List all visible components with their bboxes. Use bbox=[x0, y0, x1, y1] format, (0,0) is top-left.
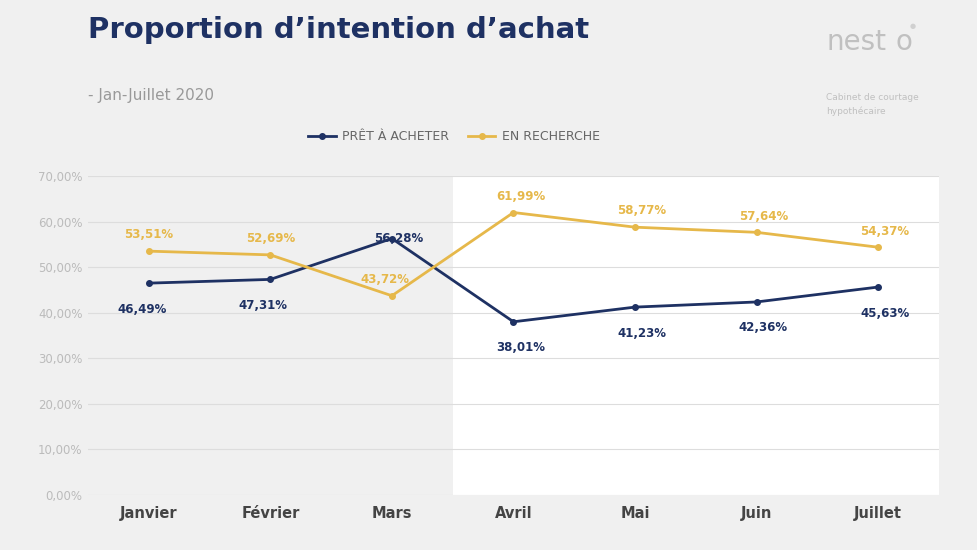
Text: 54,37%: 54,37% bbox=[860, 224, 909, 238]
EN RECHERCHE bbox=[264, 251, 276, 258]
Line: EN RECHERCHE: EN RECHERCHE bbox=[146, 210, 880, 299]
Text: 42,36%: 42,36% bbox=[739, 321, 787, 334]
Legend: PRÊT À ACHETER, EN RECHERCHE: PRÊT À ACHETER, EN RECHERCHE bbox=[303, 125, 604, 148]
Line: PRÊT À ACHETER: PRÊT À ACHETER bbox=[146, 236, 880, 324]
Text: 41,23%: 41,23% bbox=[616, 327, 665, 339]
Text: 47,31%: 47,31% bbox=[238, 299, 287, 312]
PRÊT À ACHETER bbox=[264, 276, 276, 283]
Text: 58,77%: 58,77% bbox=[616, 205, 666, 217]
EN RECHERCHE bbox=[143, 248, 154, 255]
EN RECHERCHE bbox=[750, 229, 762, 235]
EN RECHERCHE bbox=[507, 209, 519, 216]
Text: o: o bbox=[895, 28, 912, 56]
Text: 43,72%: 43,72% bbox=[361, 273, 409, 286]
PRÊT À ACHETER bbox=[143, 280, 154, 287]
Text: - Jan-Juillet 2020: - Jan-Juillet 2020 bbox=[88, 88, 214, 103]
Text: ●: ● bbox=[909, 23, 914, 29]
Text: nest: nest bbox=[826, 28, 885, 56]
PRÊT À ACHETER bbox=[507, 318, 519, 325]
Text: 57,64%: 57,64% bbox=[738, 210, 787, 223]
Text: 56,28%: 56,28% bbox=[374, 232, 423, 245]
Text: 38,01%: 38,01% bbox=[495, 341, 544, 354]
PRÊT À ACHETER bbox=[750, 299, 762, 305]
Text: Cabinet de courtage
hypothécaire: Cabinet de courtage hypothécaire bbox=[826, 94, 918, 115]
Text: 46,49%: 46,49% bbox=[117, 302, 166, 316]
PRÊT À ACHETER bbox=[871, 284, 883, 290]
Bar bbox=[452, 176, 938, 495]
Text: 45,63%: 45,63% bbox=[860, 306, 909, 320]
Text: Proportion d’intention d’achat: Proportion d’intention d’achat bbox=[88, 16, 588, 45]
EN RECHERCHE bbox=[871, 244, 883, 251]
Text: 61,99%: 61,99% bbox=[495, 190, 544, 203]
Text: 52,69%: 52,69% bbox=[245, 232, 295, 245]
PRÊT À ACHETER bbox=[386, 235, 398, 242]
EN RECHERCHE bbox=[628, 224, 640, 230]
Text: 53,51%: 53,51% bbox=[124, 228, 173, 241]
PRÊT À ACHETER bbox=[628, 304, 640, 310]
EN RECHERCHE bbox=[386, 293, 398, 299]
